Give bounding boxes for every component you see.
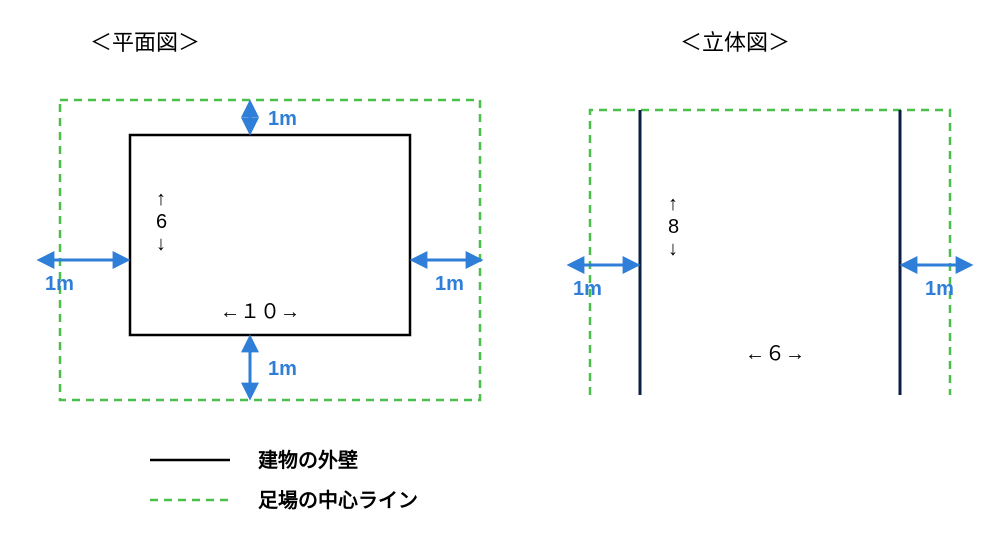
- plan-offset-left-label: 1m: [45, 273, 74, 295]
- plan-offset-bottom-label: 1m: [268, 358, 297, 380]
- legend-wall-label: 建物の外壁: [258, 448, 358, 472]
- elev-offset-right-label: 1m: [925, 278, 954, 300]
- plan-offset-top-label: 1m: [268, 108, 297, 130]
- elev-width-value: ←６→: [745, 343, 805, 365]
- plan-height-down-arrow: ↓: [156, 233, 166, 255]
- plan-offset-right-label: 1m: [435, 273, 464, 295]
- plan-scaffold-line: [60, 100, 480, 400]
- plan-height-up-arrow: ↑: [156, 188, 166, 210]
- plan-height-value: 6: [156, 211, 167, 233]
- legend-scaffold-label: 足場の中心ライン: [258, 488, 418, 512]
- elev-height-value: 8: [668, 216, 679, 238]
- plan-width-value: ←１０→: [220, 301, 300, 323]
- elev-height-down-arrow: ↓: [668, 238, 678, 260]
- plan-title: ＜平面図＞: [90, 30, 200, 55]
- elev-title: ＜立体図＞: [680, 30, 790, 55]
- elev-height-up-arrow: ↑: [668, 193, 678, 215]
- elev-offset-left-label: 1m: [573, 278, 602, 300]
